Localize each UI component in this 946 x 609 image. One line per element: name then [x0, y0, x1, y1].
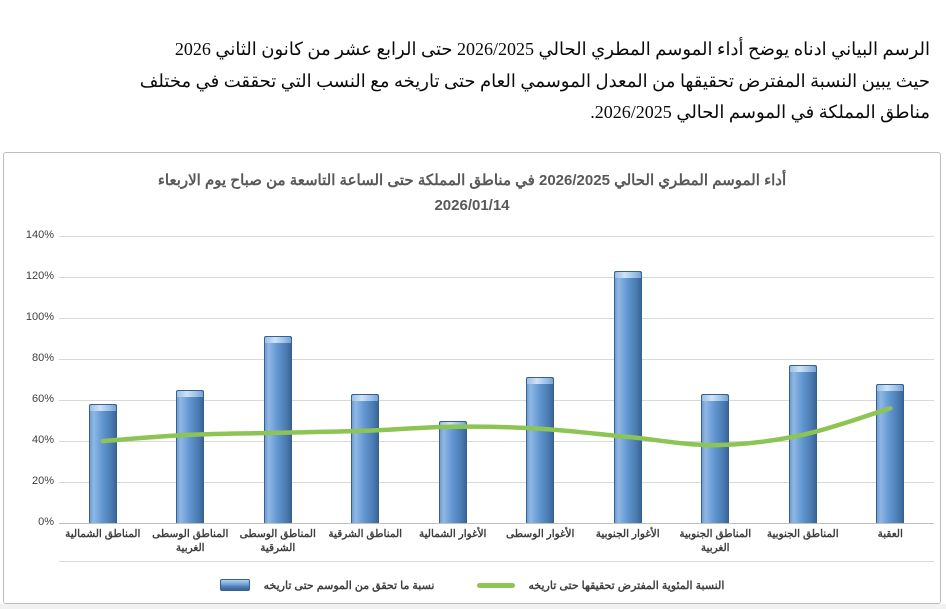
y-axis-label-0%: 0%: [38, 516, 54, 528]
gridline-100%: [59, 318, 934, 319]
gridline-40%: [59, 441, 934, 442]
bar-slot: [322, 236, 410, 523]
y-axis-label-40%: 40%: [31, 434, 54, 446]
bar-الأغوار الجنوبية: [613, 270, 642, 523]
gridline-20%: [59, 482, 934, 483]
gridline-0%: [59, 523, 934, 524]
chart-title-line1: أداء الموسم المطري الحالي 2026/2025 في م…: [157, 172, 787, 189]
x-axis-label: المناطق الوسطى الغربية: [152, 528, 229, 555]
bar-slot: [584, 236, 672, 523]
bar-المناطق الجنوبية: [788, 365, 817, 523]
chart-legend: نسبة ما تحقق من الموسم حتى تاريخه النسبة…: [4, 573, 940, 597]
bar-المناطق الشرقية: [351, 393, 380, 523]
y-axis-label-80%: 80%: [31, 352, 54, 364]
x-axis-label-slot: الأغوار الشمالية: [409, 527, 497, 555]
chart-title-line2: 2026/01/14: [434, 197, 510, 214]
y-axis-label-140%: 140%: [25, 229, 54, 241]
bar-المناطق الوسطى الشرقية: [263, 336, 292, 523]
x-axis-label-slot: الأغوار الوسطى: [497, 527, 585, 555]
y-axis-label-20%: 20%: [31, 475, 54, 487]
y-axis-label-60%: 60%: [31, 393, 54, 405]
bar-slot: [497, 236, 585, 523]
x-axis-label: المناطق الجنوبية الغربية: [679, 528, 752, 555]
intro-line-1: الرسم البياني ادناه يوضح أداء الموسم الم…: [174, 39, 930, 59]
x-axis-label-slot: المناطق الشمالية: [59, 527, 147, 555]
x-axis-label-slot: المناطق الوسطى الغربية: [147, 527, 235, 555]
bar-المناطق الشمالية: [88, 404, 117, 523]
legend-swatch-expected-line: [476, 582, 515, 588]
chart-title: أداء الموسم المطري الحالي 2026/2025 في م…: [4, 168, 940, 218]
bar-series: [59, 236, 934, 523]
x-axis-label: المناطق الوسطى الشرقية: [239, 528, 316, 555]
x-axis-label: الأغوار الجنوبية: [595, 528, 660, 540]
bar-المناطق الوسطى الغربية: [176, 389, 205, 523]
intro-text: الرسم البياني ادناه يوضح أداء الموسم الم…: [40, 34, 930, 129]
x-axis-label-slot: المناطق الوسطى الشرقية: [234, 527, 322, 555]
bar-المناطق الجنوبية الغربية: [701, 393, 730, 523]
expected-percentage-line: [100, 405, 893, 448]
x-axis-label-slot: العقبة: [847, 527, 935, 555]
legend-label-achieved: نسبة ما تحقق من الموسم حتى تاريخه: [263, 579, 435, 592]
x-axis-label: الأغوار الوسطى: [506, 528, 575, 540]
y-axis-label-100%: 100%: [25, 311, 54, 323]
intro-line-2: حيث يبين النسبة المفترض تحقيقها من المعد…: [139, 70, 930, 91]
x-axis-label: العقبة: [877, 528, 903, 540]
x-axis-label-slot: المناطق الشرقية: [322, 527, 410, 555]
y-axis-label-120%: 120%: [25, 270, 54, 282]
gridline-120%: [59, 277, 934, 278]
x-axis-label: المناطق الشمالية: [65, 528, 141, 540]
trend-line-svg: [100, 405, 893, 448]
bottom-strip: [0, 604, 946, 609]
x-axis-label: الأغوار الشمالية: [419, 528, 487, 540]
gridline-80%: [59, 359, 934, 360]
intro-line-3: مناطق المملكة في الموسم الحالي 2026/2025…: [590, 102, 930, 122]
bar-slot: [147, 236, 235, 523]
legend-label-expected: النسبة المئوية المفترض تحقيقها حتى تاريخ…: [528, 579, 725, 592]
gridline-60%: [59, 400, 934, 401]
bar-slot: [672, 236, 760, 523]
bar-slot: [759, 236, 847, 523]
x-axis-label-slot: المناطق الجنوبية الغربية: [672, 527, 760, 555]
axis-underline: [59, 561, 934, 562]
legend-swatch-achieved-bar: [219, 579, 250, 591]
x-axis-label: المناطق الشرقية: [328, 528, 403, 540]
bar-الأغوار الوسطى: [526, 377, 555, 523]
bar-slot: [59, 236, 147, 523]
x-axis-label: المناطق الجنوبية: [766, 528, 839, 540]
plot-area: [59, 236, 934, 524]
bar-slot: [234, 236, 322, 523]
chart-panel: أداء الموسم المطري الحالي 2026/2025 في م…: [3, 152, 941, 604]
gridline-140%: [59, 236, 934, 237]
x-axis-labels: المناطق الشمالية المناطق الوسطى الغربية ال…: [59, 527, 934, 555]
x-axis-label-slot: المناطق الجنوبية: [759, 527, 847, 555]
x-axis-label-slot: الأغوار الجنوبية: [584, 527, 672, 555]
